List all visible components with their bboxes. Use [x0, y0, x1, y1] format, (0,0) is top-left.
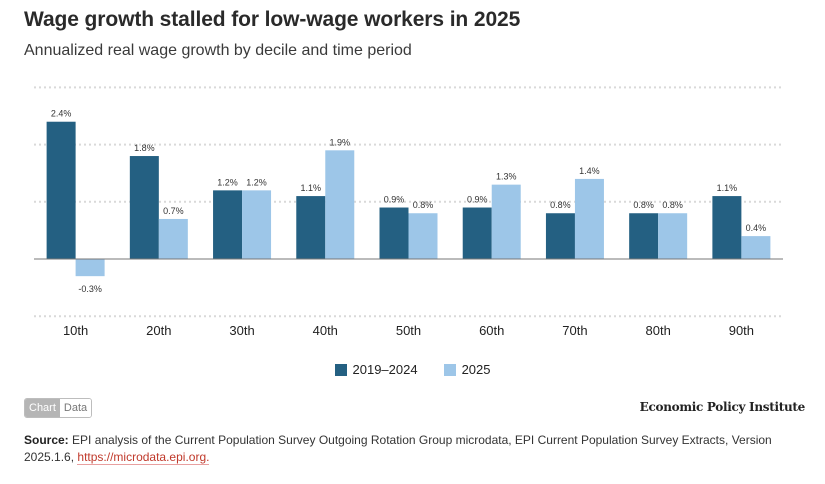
bar-2019-2024 — [462, 207, 492, 259]
data-label: 0.8% — [633, 200, 654, 210]
x-tick-label: 80th — [646, 323, 671, 338]
data-label: 0.7% — [163, 206, 184, 216]
legend: 2019–2024 2025 — [0, 362, 825, 377]
source-text: EPI analysis of the Current Population S… — [24, 433, 772, 464]
bar-2025 — [658, 213, 688, 259]
data-label: 1.2% — [217, 177, 238, 187]
x-tick-label: 50th — [396, 323, 421, 338]
bar-2019-2024 — [629, 213, 659, 259]
bar-2025 — [325, 150, 355, 259]
bar-2025 — [242, 190, 272, 259]
data-label: 1.9% — [330, 137, 351, 147]
chart-title: Wage growth stalled for low-wage workers… — [24, 8, 521, 31]
bar-2019-2024 — [46, 121, 76, 259]
bar-2025 — [158, 218, 188, 259]
data-label: 1.1% — [717, 183, 738, 193]
bar-2019-2024 — [545, 213, 575, 259]
legend-swatch-2025 — [443, 363, 456, 376]
x-tick-label: 60th — [479, 323, 504, 338]
x-tick-label: 20th — [146, 323, 171, 338]
data-label: 0.9% — [467, 195, 488, 205]
data-label: 0.8% — [662, 200, 683, 210]
x-tick-label: 40th — [313, 323, 338, 338]
bar-chart: 2.4% -0.3% 10th 1.8% 0.7% 20th 1.2% 1.2% 30th 1.1… — [34, 86, 783, 338]
chart-view-button[interactable]: Chart — [25, 399, 60, 417]
bar-2025 — [491, 184, 521, 259]
legend-item-2019-2024[interactable]: 2019–2024 — [334, 362, 418, 377]
bar-2019-2024 — [296, 196, 326, 259]
bar-2025 — [75, 259, 105, 277]
legend-item-2025[interactable]: 2025 — [443, 362, 491, 377]
chart-subtitle: Annualized real wage growth by decile an… — [24, 42, 412, 59]
data-label: 1.2% — [246, 177, 267, 187]
x-tick-label: 90th — [729, 323, 754, 338]
x-tick-label: 70th — [562, 323, 587, 338]
bar-2019-2024 — [712, 196, 742, 259]
bar-2025 — [741, 236, 771, 259]
data-label: 2.4% — [51, 109, 72, 119]
brand-logo: Economic Policy Institute — [639, 400, 806, 414]
view-toggle: Chart Data — [24, 398, 93, 418]
x-tick-label: 30th — [229, 323, 254, 338]
data-label: 1.3% — [496, 172, 517, 182]
source-note: Source: EPI analysis of the Current Popu… — [24, 432, 804, 466]
bar-2019-2024 — [379, 207, 409, 259]
bar-2019-2024 — [213, 190, 243, 259]
legend-swatch-2019-2024 — [334, 363, 347, 376]
data-label: 0.9% — [384, 195, 405, 205]
source-link[interactable]: https://microdata.epi.org. — [77, 450, 210, 465]
data-label: 0.8% — [550, 200, 571, 210]
x-tick-label: 10th — [63, 323, 88, 338]
bar-2025 — [574, 178, 604, 259]
bar-2025 — [408, 213, 438, 259]
data-label: 0.8% — [413, 200, 434, 210]
data-label: 1.1% — [301, 183, 322, 193]
legend-label: 2019–2024 — [352, 362, 418, 377]
data-label: 1.4% — [579, 166, 600, 176]
data-label: -0.3% — [78, 284, 102, 294]
data-label: 1.8% — [134, 143, 155, 153]
legend-label: 2025 — [461, 362, 491, 377]
data-view-button[interactable]: Data — [59, 399, 92, 417]
source-label: Source: — [24, 433, 69, 447]
bar-2019-2024 — [129, 156, 159, 259]
data-label: 0.4% — [746, 223, 767, 233]
